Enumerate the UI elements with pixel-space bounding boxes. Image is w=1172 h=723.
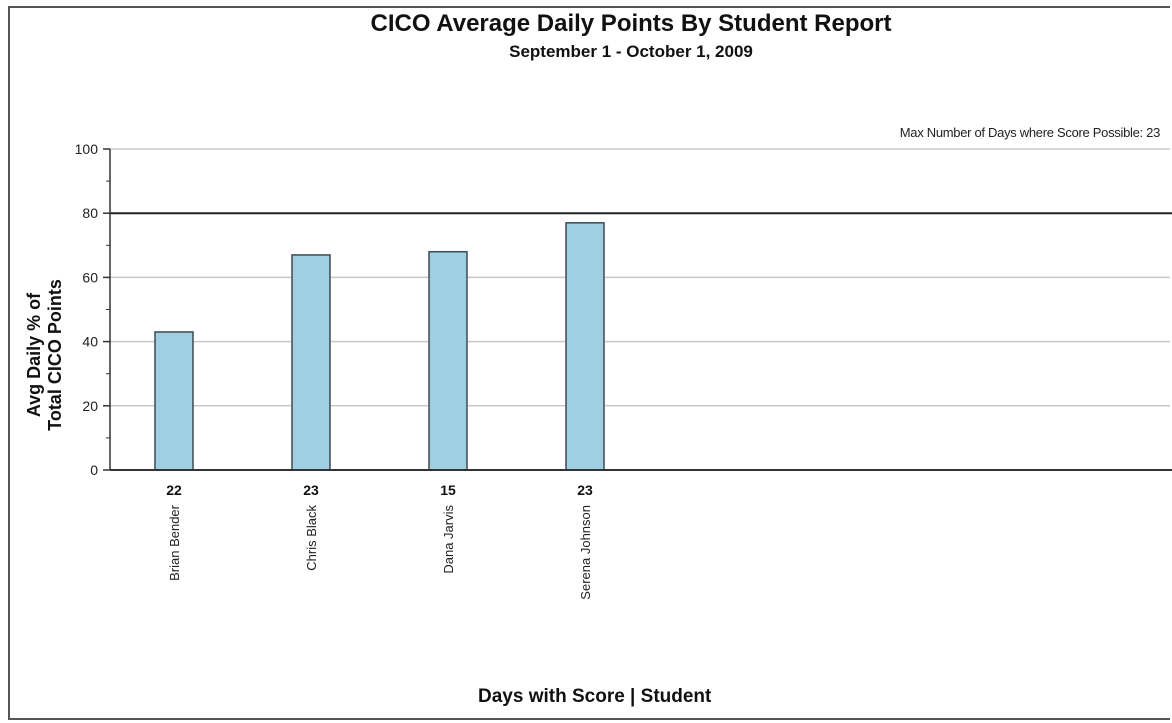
y-tick-label: 20 [82, 398, 98, 414]
y-tick-label: 80 [82, 205, 98, 221]
y-tick-label: 0 [90, 462, 98, 478]
y-tick-label: 40 [82, 334, 98, 350]
student-label: Dana Jarvis [441, 505, 456, 574]
bar-chris-black [291, 254, 331, 471]
days-label: 15 [440, 482, 456, 498]
max-days-note: Max Number of Days where Score Possible:… [899, 125, 1161, 140]
bar-dana-jarvis [428, 250, 468, 471]
days-label: 23 [577, 482, 593, 498]
y-tick-label: 100 [75, 141, 99, 157]
days-label: 22 [166, 482, 182, 498]
chart-title: CICO Average Daily Points By Student Rep… [370, 10, 892, 37]
bar-serena-johnson [565, 222, 605, 471]
bar-brian-bender [154, 331, 194, 471]
y-tick-label: 60 [82, 269, 98, 285]
x-axis-label: Days with Score | Student [478, 686, 712, 707]
days-label: 23 [303, 482, 319, 498]
student-label: Chris Black [304, 505, 319, 571]
student-label: Serena Johnson [578, 505, 593, 600]
student-label: Brian Bender [167, 504, 182, 581]
chart-subtitle: September 1 - October 1, 2009 [509, 42, 753, 61]
